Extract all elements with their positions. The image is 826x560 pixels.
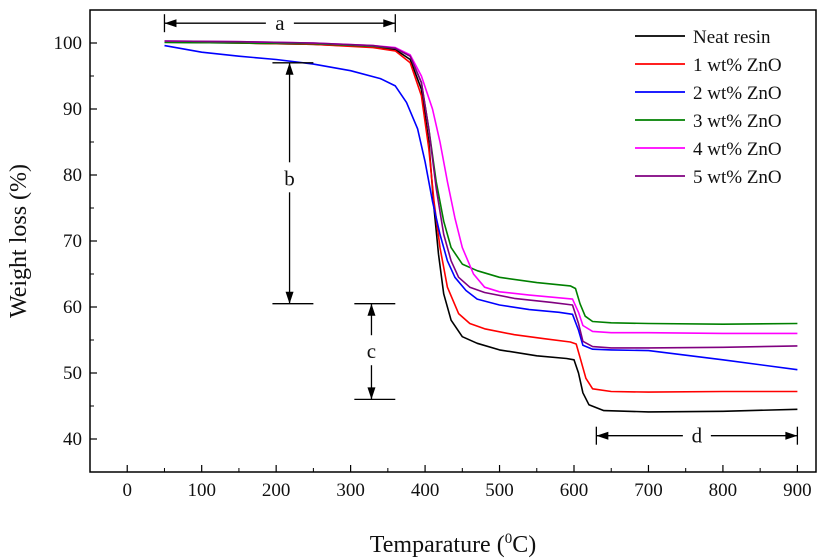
x-tick-label: 0: [122, 480, 132, 501]
y-axis-title: Weight loss (%): [6, 164, 32, 318]
y-tick-label: 90: [63, 99, 82, 120]
annotation-c-arrowhead-bottom: [367, 387, 376, 400]
y-tick-label: 70: [63, 231, 82, 252]
y-tick-label: 50: [63, 363, 82, 384]
x-tick-label: 700: [634, 480, 663, 501]
legend-label-3: 2 wt% ZnO: [693, 83, 782, 104]
x-axis-title-superscript: 0: [505, 531, 513, 547]
annotation-layer: a b c d: [163, 11, 799, 448]
plot-frame: [89, 9, 817, 473]
y-tick-label: 100: [54, 33, 83, 54]
legend-label-1: Neat resin: [693, 27, 771, 48]
x-tick-label: 200: [262, 480, 291, 501]
annotation-c-label: c: [367, 339, 376, 363]
x-tick-label: 100: [187, 480, 216, 501]
series-layer: [164, 40, 798, 413]
annotation-c-arrowhead-top: [367, 303, 376, 316]
annotation-b-label: b: [284, 166, 295, 190]
annotation-a-arrowhead-right: [383, 19, 396, 28]
legend-label-6: 5 wt% ZnO: [693, 167, 782, 188]
annotation-a-arrowhead-left: [164, 19, 177, 28]
x-tick-label: 300: [336, 480, 365, 501]
annotation-d-arrowhead-left: [596, 431, 609, 440]
x-tick-label: 500: [485, 480, 514, 501]
series-line-2: [164, 40, 798, 393]
annotation-b-arrowhead-top: [285, 62, 294, 75]
legend: Neat resin 1 wt% ZnO 2 wt% ZnO 3 wt% ZnO 4 w…: [635, 27, 782, 188]
annotation-d-arrowhead-right: [785, 431, 798, 440]
legend-label-2: 1 wt% ZnO: [693, 55, 782, 76]
annotation-d-label: d: [692, 424, 703, 448]
series-line-3: [164, 44, 798, 371]
y-tick-label: 80: [63, 165, 82, 186]
series-line-6: [164, 40, 798, 349]
y-tick-label: 40: [63, 429, 82, 450]
x-tick-label: 900: [783, 480, 812, 501]
x-axis-title: Temparature (0C): [370, 531, 536, 558]
x-tick-label: 600: [560, 480, 589, 501]
y-axis: 40 50 60 70 80 90 100: [54, 33, 97, 450]
series-line-1: [164, 41, 798, 413]
annotation-b-arrowhead-bottom: [285, 291, 294, 304]
legend-label-4: 3 wt% ZnO: [693, 111, 782, 132]
y-tick-label: 60: [63, 297, 82, 318]
x-tick-label: 400: [411, 480, 440, 501]
x-tick-label: 800: [709, 480, 738, 501]
x-axis: 0 100 200 300 400 500 600 700 800 900: [122, 465, 812, 501]
legend-label-5: 4 wt% ZnO: [693, 139, 782, 160]
annotation-a-label: a: [275, 11, 285, 35]
